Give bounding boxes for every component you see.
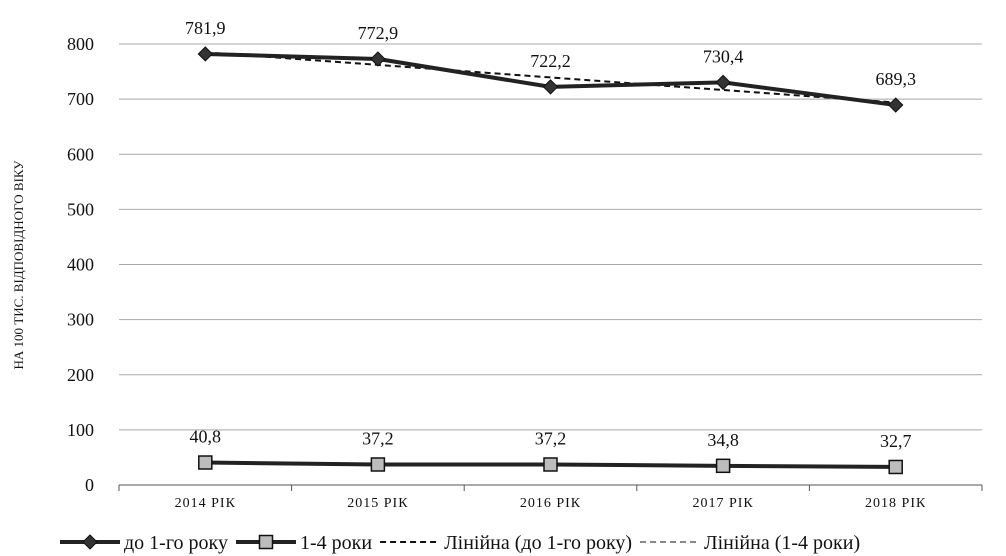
x-tick-label: 2017 РІК [692, 496, 753, 511]
x-tick-label: 2016 РІК [520, 496, 581, 511]
legend-item-2: 1-4 роки [235, 532, 372, 554]
series-1-point [370, 51, 386, 67]
series-2-point [198, 455, 213, 470]
y-tick-label: 100 [67, 420, 94, 440]
legend-item-3: Лінійна (до 1-го року) [380, 532, 632, 554]
data-label: 730,4 [703, 46, 744, 66]
data-label: 34,8 [707, 430, 739, 450]
y-tick-label: 0 [85, 475, 94, 495]
legend-label: Лінійна (1-4 роки) [704, 532, 860, 554]
legend-item-1: до 1-го року [60, 532, 228, 554]
trendline-1 [205, 51, 896, 104]
grid [119, 43, 982, 486]
legend-item-4: Лінійна (1-4 роки) [640, 532, 860, 554]
series-2-point [715, 458, 731, 474]
data-label: 689,3 [875, 69, 916, 89]
y-tick-label: 700 [67, 89, 94, 109]
trendlines [205, 51, 896, 468]
data-label: 722,2 [530, 51, 571, 71]
legend-label: 1-4 роки [300, 532, 372, 554]
legend-marker-diamond [82, 534, 98, 550]
y-tick-label: 500 [67, 199, 94, 219]
y-axis: 0 100 200 300 400 500 600 700 800 [67, 34, 94, 495]
data-label: 40,8 [190, 427, 222, 447]
x-axis: 2014 РІК 2015 РІК 2016 РІК 2017 РІК 2018 РІК [118, 485, 983, 511]
data-label: 772,9 [358, 23, 399, 43]
y-tick-label: 600 [67, 144, 94, 164]
legend-marker-square [258, 534, 274, 550]
data-label: 37,2 [535, 428, 567, 448]
series-2-point [543, 457, 558, 472]
series-1-point [197, 46, 214, 62]
y-axis-label: НА 100 ТИС. ВІДПОВІДНОГО ВІКУ [11, 160, 26, 370]
data-label: 37,2 [362, 428, 394, 448]
y-tick-label: 400 [67, 255, 94, 275]
series-2-point [370, 457, 386, 472]
y-tick-label: 800 [67, 34, 94, 54]
data-labels: 781,9 772,9 722,2 730,4 689,3 40,8 37,2 37,2 34,… [185, 18, 916, 451]
legend-label: Лінійна (до 1-го року) [444, 532, 632, 554]
y-tick-label: 300 [67, 310, 94, 330]
x-tick-label: 2015 РІК [347, 496, 408, 511]
legend: до 1-го року 1-4 роки Лінійна (до 1-го рок… [60, 532, 860, 554]
x-tick-label: 2014 РІК [175, 496, 236, 511]
data-label: 32,7 [880, 431, 912, 451]
x-tick-label: 2018 РІК [865, 496, 926, 511]
data-label: 781,9 [185, 18, 226, 38]
series-1-point [887, 97, 904, 113]
series-1-point [542, 79, 559, 95]
legend-label: до 1-го року [124, 532, 228, 554]
series-2-point [888, 459, 903, 475]
series-lines [197, 46, 904, 475]
series-1-point [715, 74, 731, 91]
y-tick-label: 200 [67, 365, 94, 385]
